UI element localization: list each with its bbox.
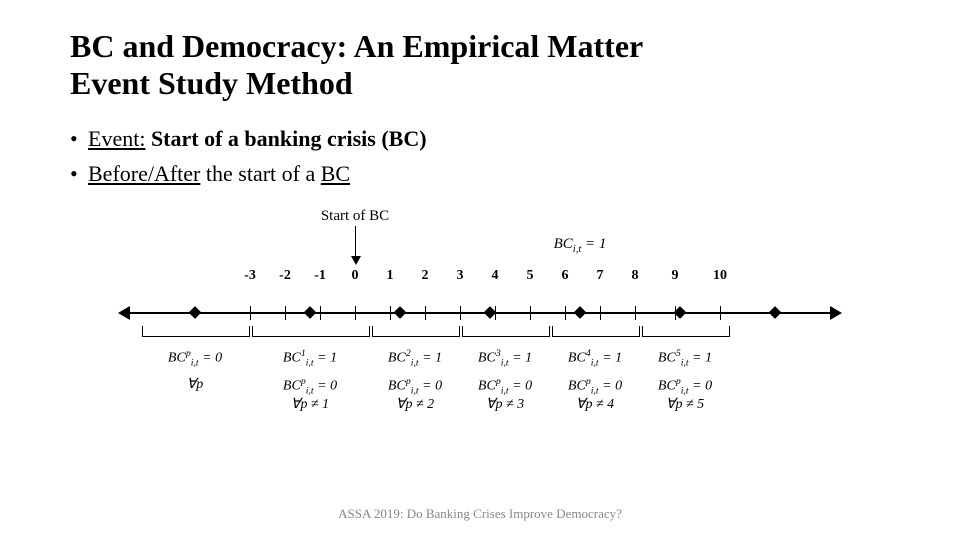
bullet-list: •Event: Start of a banking crisis (BC) •… [70,122,890,190]
tick-mark [390,306,391,320]
tick-mark [600,306,601,320]
start-of-bc-label: Start of BC [321,208,389,225]
bullet-1-bold: Start of a banking crisis (BC) [145,126,426,151]
tick-label: -2 [279,268,291,284]
tick-mark [250,306,251,320]
tick-mark [355,306,356,320]
tick-label: -3 [244,268,256,284]
period-equation-2: ∀p [187,376,204,393]
period-equation-1: BCpi,t = 0 [168,348,222,368]
tick-label: 0 [352,268,359,284]
bullet-2: •Before/After the start of a BC [70,157,890,190]
bc-equals-1-label: BCi,t = 1 [554,236,607,255]
tick-mark [320,306,321,320]
tick-label: 4 [492,268,499,284]
tick-label: 3 [457,268,464,284]
period-equation-2: BCpi,t = 0 [388,376,442,396]
period-equation-1: BC1i,t = 1 [283,348,337,368]
period-equation-3: ∀p ≠ 1 [291,396,329,413]
title-line-1: BC and Democracy: An Empirical Matter [70,28,643,64]
period-bracket [642,326,730,337]
slide-footer: ASSA 2019: Do Banking Crises Improve Dem… [0,506,960,522]
timeline [120,298,840,328]
bullet-2-underlined: Before/After [88,161,200,186]
tick-mark [530,306,531,320]
tick-label: 7 [597,268,604,284]
tick-label: 9 [672,268,679,284]
arrow-right-icon [830,306,842,320]
tick-mark [460,306,461,320]
tick-label: 10 [713,268,727,284]
slide-title: BC and Democracy: An Empirical Matter Ev… [70,28,890,102]
period-equation-1: BC4i,t = 1 [568,348,622,368]
tick-label: 8 [632,268,639,284]
tick-label: 5 [527,268,534,284]
period-bracket [142,326,250,337]
period-bracket [462,326,550,337]
tick-label: 2 [422,268,429,284]
tick-label: 6 [562,268,569,284]
tick-label: -1 [314,268,326,284]
period-bracket [252,326,370,337]
tick-mark [285,306,286,320]
diamond-marker-icon [769,306,782,319]
period-equation-3: ∀p ≠ 5 [666,396,704,413]
bullet-1-underlined: Event: [88,126,145,151]
bullet-2-end: BC [321,161,350,186]
period-equation-1: BC5i,t = 1 [658,348,712,368]
tick-mark [720,306,721,320]
tick-mark [635,306,636,320]
tick-mark [565,306,566,320]
diamond-marker-icon [304,306,317,319]
period-equation-2: BCpi,t = 0 [478,376,532,396]
period-equation-1: BC2i,t = 1 [388,348,442,368]
period-equation-2: BCpi,t = 0 [568,376,622,396]
diamond-marker-icon [394,306,407,319]
bullet-2-mid: the start of a [200,161,320,186]
period-equation-3: ∀p ≠ 3 [486,396,524,413]
event-study-diagram: Start of BC BCi,t = 1 -3 -2 -1 0 1 2 3 4 5 6 7 8 9 10 BC… [120,208,840,438]
period-bracket [552,326,640,337]
arrow-left-icon [118,306,130,320]
period-equation-3: ∀p ≠ 4 [576,396,614,413]
period-equation-1: BC3i,t = 1 [478,348,532,368]
bullet-1: •Event: Start of a banking crisis (BC) [70,122,890,155]
tick-mark [425,306,426,320]
diamond-marker-icon [574,306,587,319]
period-bracket [372,326,460,337]
period-equation-3: ∀p ≠ 2 [396,396,434,413]
tick-label: 1 [387,268,394,284]
diamond-marker-icon [189,306,202,319]
period-equation-2: BCpi,t = 0 [283,376,337,396]
title-line-2: Event Study Method [70,65,353,101]
period-equation-2: BCpi,t = 0 [658,376,712,396]
